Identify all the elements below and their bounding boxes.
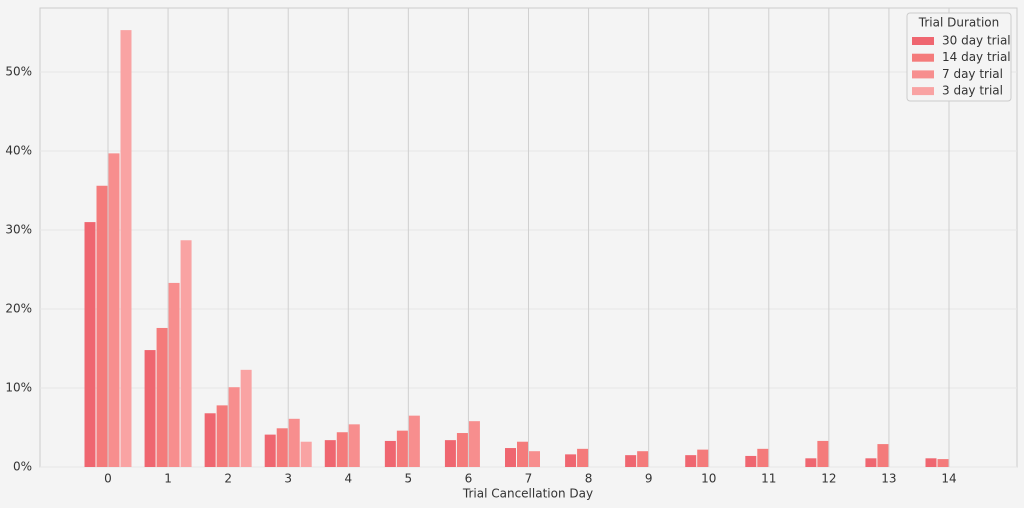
bar xyxy=(865,458,877,467)
x-tick-label: 8 xyxy=(585,472,593,486)
x-tick-label: 14 xyxy=(941,472,956,486)
bar xyxy=(84,222,96,467)
y-tick-label: 40% xyxy=(5,143,32,157)
bar xyxy=(228,387,240,467)
x-tick-label: 1 xyxy=(164,472,172,486)
bar xyxy=(529,451,540,467)
y-tick-label: 30% xyxy=(5,222,32,236)
bar xyxy=(336,432,348,467)
bar xyxy=(204,413,216,467)
bar xyxy=(505,448,516,467)
legend-swatch xyxy=(912,53,934,62)
bar xyxy=(396,430,408,467)
bar xyxy=(444,440,456,467)
x-tick-label: 4 xyxy=(344,472,352,486)
bar xyxy=(937,459,949,467)
bar xyxy=(565,454,577,467)
bar xyxy=(120,30,132,467)
bar xyxy=(96,185,108,467)
bar xyxy=(264,434,276,467)
y-tick-label: 50% xyxy=(5,64,32,78)
bar xyxy=(240,369,252,467)
legend-label: 3 day trial xyxy=(942,84,1003,98)
legend-swatch xyxy=(912,70,934,79)
bar xyxy=(697,449,709,467)
x-tick-label: 0 xyxy=(104,472,112,486)
bar xyxy=(805,458,817,467)
bar xyxy=(577,448,589,467)
x-tick-label: 12 xyxy=(821,472,836,486)
y-tick-label: 10% xyxy=(5,380,32,394)
bar xyxy=(348,424,360,467)
legend-swatch xyxy=(912,87,934,96)
bar xyxy=(468,421,480,467)
bar xyxy=(625,455,637,467)
legend-label: 30 day trial xyxy=(942,34,1011,48)
bar xyxy=(384,440,396,467)
bar xyxy=(216,405,228,467)
bar xyxy=(408,415,420,467)
bar xyxy=(745,455,757,467)
legend-label: 14 day trial xyxy=(942,50,1011,64)
bar xyxy=(144,350,156,467)
x-tick-label: 5 xyxy=(405,472,413,486)
x-axis-label: Trial Cancellation Day xyxy=(462,487,593,501)
bar xyxy=(156,327,168,467)
bar xyxy=(168,282,180,467)
bar xyxy=(180,240,192,467)
bar xyxy=(925,458,937,467)
x-tick-label: 13 xyxy=(881,472,896,486)
legend-swatch xyxy=(912,37,934,45)
bar xyxy=(288,418,300,467)
bar xyxy=(685,455,697,467)
legend-box xyxy=(906,12,1012,102)
bar xyxy=(637,451,649,467)
bar xyxy=(456,433,468,467)
x-tick-label: 6 xyxy=(465,472,473,486)
legend-title: Trial Duration xyxy=(918,16,999,30)
x-tick-label: 3 xyxy=(284,472,292,486)
y-tick-label: 20% xyxy=(5,301,32,315)
x-tick-label: 11 xyxy=(761,472,776,486)
x-tick-label: 9 xyxy=(645,472,653,486)
x-tick-label: 2 xyxy=(224,472,232,486)
x-tick-label: 7 xyxy=(525,472,533,486)
bar xyxy=(817,440,829,467)
x-tick-label: 10 xyxy=(701,472,716,486)
bar xyxy=(300,441,312,467)
bar xyxy=(108,153,120,468)
bar xyxy=(517,441,528,467)
bar xyxy=(877,444,889,467)
bar xyxy=(757,448,769,467)
bar xyxy=(276,428,288,467)
bar xyxy=(324,440,336,467)
y-tick-label: 0% xyxy=(13,460,32,474)
legend-label: 7 day trial xyxy=(942,67,1003,81)
